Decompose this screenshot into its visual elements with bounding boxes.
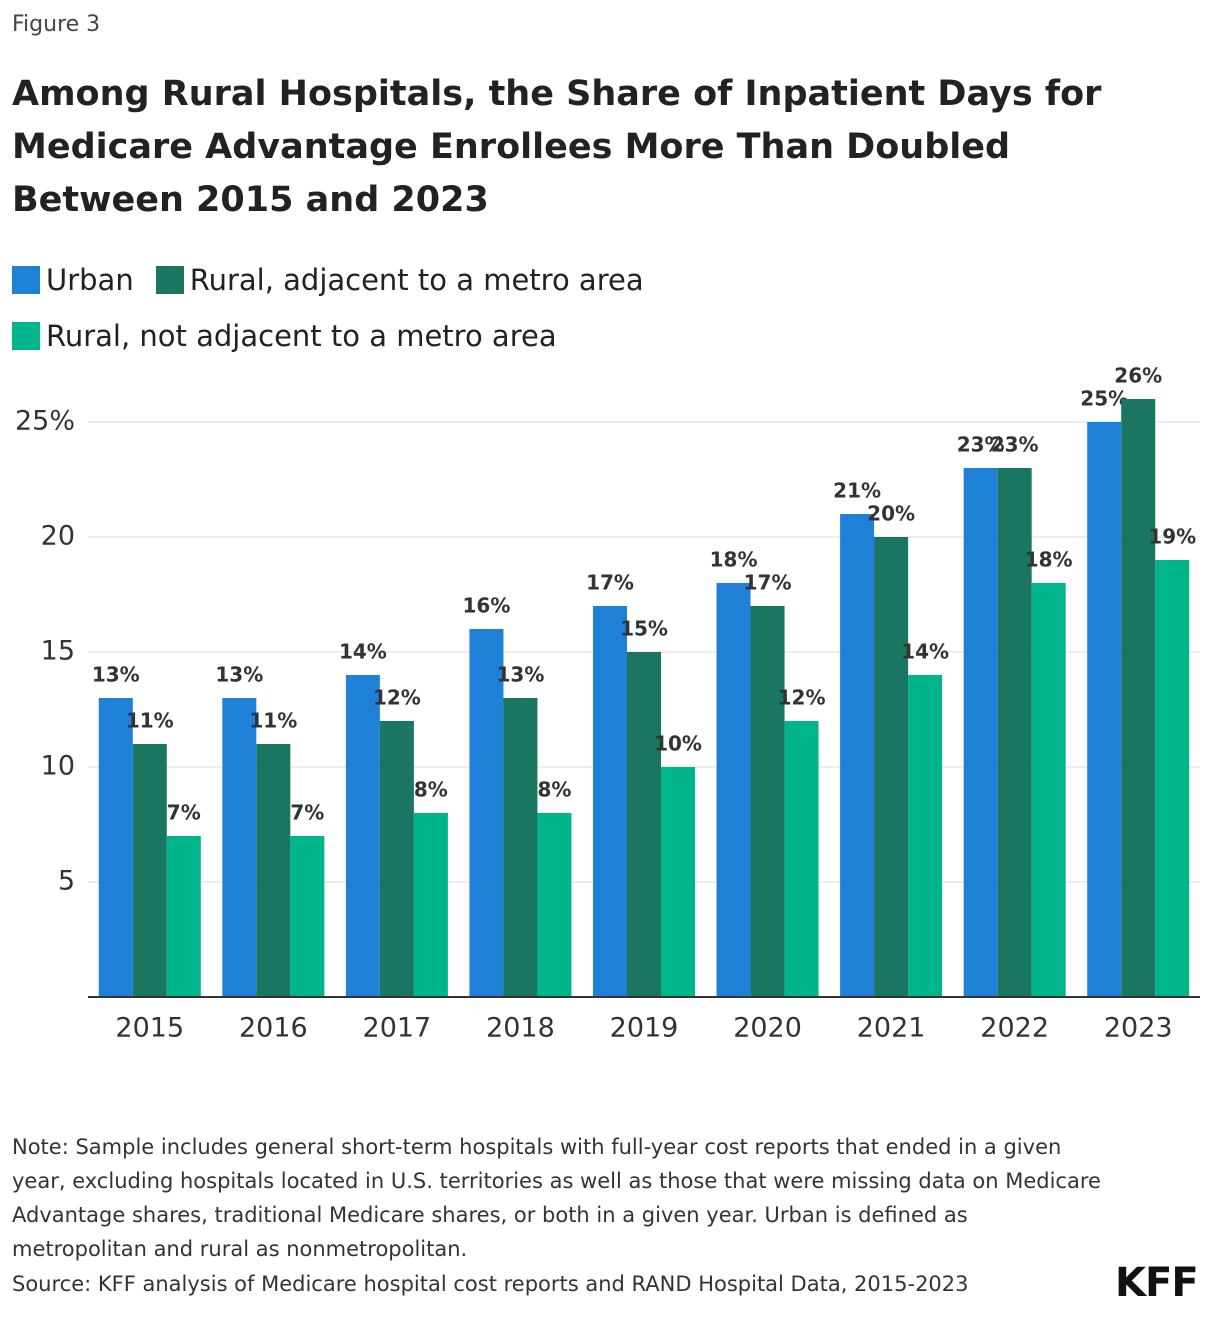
legend-label: Rural, not adjacent to a metro area [46,319,557,353]
chart: 5 10 15 20 25% 2015 13% 11% 7% 2016 13% 11% 7% 2017 14… [15,364,1200,1044]
bar [716,583,751,997]
value-label: 10% [654,732,702,756]
x-tick-label: 2017 [363,1013,432,1044]
bar [256,744,291,997]
bar [166,836,201,997]
legend-item: Rural, adjacent to a metro area [155,252,644,308]
y-tick-label: 15 [41,636,75,667]
bar [469,629,504,997]
y-tick-label: 5 [58,866,75,897]
x-tick-label: 2019 [610,1013,679,1044]
legend-label: Rural, adjacent to a metro area [189,263,644,297]
x-tick-label: 2015 [115,1013,184,1044]
value-label: 11% [126,709,174,733]
bar [908,675,943,997]
value-label: 8% [414,778,448,802]
bar [963,468,998,997]
value-label: 15% [620,617,668,641]
bar [627,652,661,997]
bar [661,767,695,997]
legend: Urban Rural, adjacent to a metro area Rura… [12,252,1192,364]
bar [1031,583,1066,997]
value-label: 13% [497,663,545,687]
x-tick-label: 2022 [980,1013,1049,1044]
value-label: 12% [373,686,421,710]
x-tick-label: 2023 [1104,1013,1173,1044]
bar [784,721,819,997]
value-label: 13% [215,663,263,687]
bar [413,813,448,997]
legend-item: Rural, not adjacent to a metro area [12,308,557,364]
value-label: 17% [586,571,634,595]
bar [98,698,133,997]
bar [1121,399,1156,997]
value-label: 19% [1148,525,1196,549]
value-label: 14% [901,640,949,664]
x-tick-label: 2020 [733,1013,802,1044]
chart-title: Among Rural Hospitals, the Share of Inpa… [12,74,1102,220]
value-label: 17% [744,571,792,595]
value-label: 18% [710,548,758,572]
value-label: 12% [778,686,826,710]
bar [840,514,875,997]
legend-swatch [12,322,40,350]
bar [222,698,257,997]
x-tick-label: 2021 [857,1013,926,1044]
value-label: 21% [833,479,881,503]
value-label: 13% [92,663,140,687]
note: Note: Sample includes general short-term… [12,1135,1101,1261]
value-label: 8% [537,778,571,802]
bar [1087,422,1122,997]
bar [874,537,909,997]
value-label: 20% [867,502,915,526]
legend-label: Urban [46,263,134,297]
bar [132,744,167,997]
bar [345,675,380,997]
bar [1155,560,1190,997]
bar [290,836,325,997]
bar [379,721,414,997]
value-label: 14% [339,640,387,664]
value-label: 23% [991,433,1039,457]
bar [537,813,572,997]
value-label: 23% [957,433,1005,457]
figure-label: Figure 3 [12,12,101,37]
value-label: 26% [1114,364,1162,388]
x-tick-label: 2018 [486,1013,555,1044]
value-label: 7% [290,801,324,825]
y-tick-label: 10 [41,751,75,782]
value-label: 16% [463,594,511,618]
source: Source: KFF analysis of Medicare hospita… [12,1272,969,1296]
bar [503,698,538,997]
bar [750,606,785,997]
legend-swatch [12,266,40,294]
y-tick-label: 20 [41,521,75,552]
value-label: 7% [167,801,201,825]
y-tick-label: 25% [15,406,75,437]
x-tick-label: 2016 [239,1013,308,1044]
value-label: 18% [1025,548,1073,572]
legend-item: Urban [12,252,134,308]
value-label: 25% [1080,387,1128,411]
bar [593,606,627,997]
bar [997,468,1032,997]
value-label: 11% [249,709,297,733]
legend-swatch [155,266,184,294]
logo: KFF [1115,1260,1199,1306]
